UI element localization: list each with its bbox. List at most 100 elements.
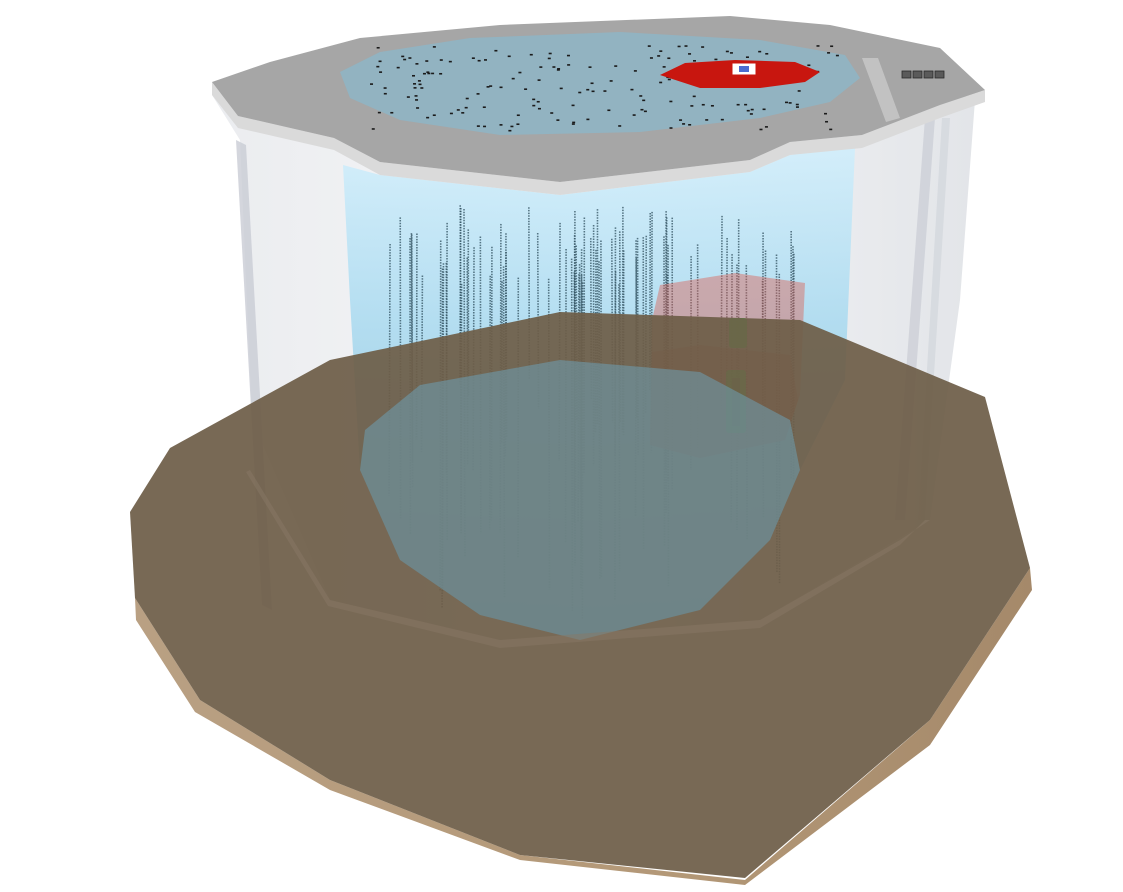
surface-marker [688,123,692,126]
surface-marker [807,64,811,67]
surface-marker [788,102,792,104]
surface-marker [662,66,666,68]
sensor-string [730,254,733,523]
ice-cap-side [212,82,985,195]
surface-marker [529,53,533,56]
surface-marker [632,114,636,116]
surface-marker [439,72,443,75]
surface-marker [830,45,834,48]
surface-marker [639,95,643,97]
surface-marker [406,96,410,98]
surface-marker [692,95,696,98]
surface-marker [426,116,430,119]
surface-marker [827,52,831,54]
surface-marker [413,83,417,85]
surface-marker [378,60,382,63]
surface-marker [413,87,417,89]
surface-marker [647,45,651,47]
surface-marker [588,66,592,68]
surface-marker [795,106,799,108]
surface-marker [499,86,503,89]
surface-marker [532,98,536,101]
surface-marker [618,125,622,127]
surface-marker [750,108,754,111]
surface-marker [494,49,498,52]
surface-marker [379,71,383,73]
surface-pits [901,70,945,79]
surface-marker [422,72,426,75]
surface-marker [829,128,833,131]
surface-marker [784,101,788,104]
surface-marker [383,92,387,95]
station-core [739,66,749,72]
surface-marker [489,85,493,87]
surface-marker [667,78,671,81]
surface-marker [590,82,594,85]
surface-marker [682,123,686,125]
surface-marker [642,99,646,102]
surface-marker [578,91,582,94]
surface-marker [586,118,590,121]
surface-marker [370,83,374,85]
surface-marker [659,81,663,84]
surface-array-footprint [340,32,860,135]
surface-marker [448,60,452,63]
surface-marker [432,114,436,117]
surface-marker [643,110,647,113]
surface-marker [439,59,443,61]
surface-marker [745,56,749,59]
surface-marker [396,66,400,69]
surface-marker [714,58,718,61]
surface-marker [511,77,515,80]
surface-marker [690,105,694,107]
surface-marker [824,112,828,115]
surface-marker [659,50,663,52]
surface-marker [456,109,460,111]
surface-marker [432,46,436,48]
surface-marker [657,55,661,57]
surface-marker [744,103,748,106]
surface-marker [609,80,613,82]
surface-marker [390,111,394,114]
cap-cut-face [862,58,900,122]
surface-marker [537,107,541,110]
surface-marker [758,50,762,53]
surface-pit [934,70,945,79]
surface-marker [415,99,419,101]
surface-marker [684,45,688,47]
surface-marker [476,93,480,95]
surface-marker [510,125,514,128]
surface-marker [736,103,740,106]
surface-marker [508,129,512,132]
surface-marker [376,65,380,68]
surface-marker [765,52,769,55]
surface-marker [816,45,820,47]
surface-marker [482,106,486,109]
surface-marker [425,60,429,62]
surface-marker [427,72,431,75]
surface-marker [571,123,575,125]
surface-marker [476,125,480,127]
bedrock-slab [130,312,1032,885]
surface-marker [465,97,469,100]
surface-marker [693,60,697,62]
surface-marker [633,70,637,72]
surface-marker [547,57,551,60]
surface-marker [507,55,511,58]
surface-marker [729,52,733,54]
ice-cap [212,16,985,195]
surface-marker [571,104,575,107]
surface-marker [795,103,799,106]
surface-marker [720,118,724,121]
surface-marker [701,46,705,48]
surface-marker [403,58,407,61]
surface-marker [524,88,528,90]
surface-marker [537,79,541,81]
surface-marker [559,87,563,90]
surface-marker [835,54,839,57]
surface-marker [464,106,468,109]
surface-marker [556,69,560,71]
surface-marker [539,66,543,68]
surface-marker [556,119,560,121]
surface-marker [377,111,381,114]
